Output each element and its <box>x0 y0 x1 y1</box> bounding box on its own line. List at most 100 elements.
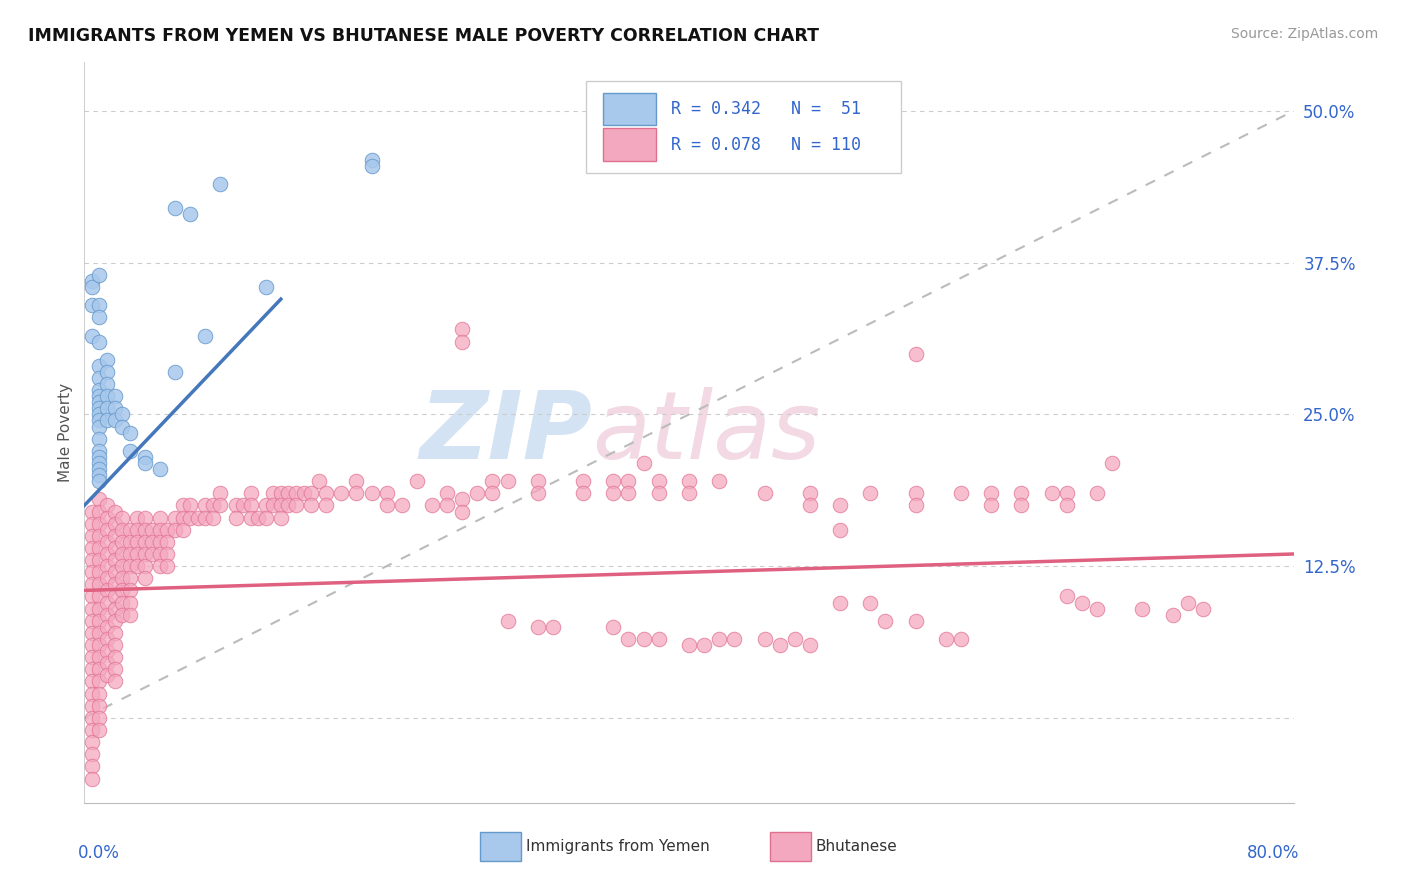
Point <box>96 668 118 682</box>
Point <box>830 523 852 537</box>
Point <box>1040 486 1063 500</box>
Point <box>1011 486 1033 500</box>
Point <box>89 456 111 470</box>
Point <box>80 328 103 343</box>
Point <box>104 553 127 567</box>
Point <box>285 499 308 513</box>
Point <box>346 486 368 500</box>
Point <box>127 523 149 537</box>
Point <box>89 310 111 325</box>
Point <box>1161 607 1184 622</box>
Point <box>201 510 224 524</box>
Point <box>96 632 118 646</box>
Point <box>678 638 700 652</box>
Point <box>89 492 111 507</box>
Point <box>156 559 179 574</box>
Point <box>572 486 595 500</box>
Point <box>134 456 156 470</box>
Point <box>89 662 111 676</box>
Point <box>111 583 134 598</box>
Point <box>80 650 103 665</box>
Point <box>80 516 103 531</box>
Point <box>172 499 194 513</box>
Point <box>141 523 163 537</box>
Point <box>96 377 118 392</box>
Point <box>678 486 700 500</box>
Point <box>96 583 118 598</box>
Point <box>96 607 118 622</box>
Point <box>80 280 103 294</box>
Point <box>156 547 179 561</box>
Point <box>1056 499 1078 513</box>
Point <box>723 632 745 646</box>
Point <box>89 674 111 689</box>
Point <box>709 632 731 646</box>
Point <box>859 595 882 609</box>
Point <box>89 268 111 282</box>
Point <box>406 474 429 488</box>
Point <box>134 571 156 585</box>
Point <box>80 662 103 676</box>
Y-axis label: Male Poverty: Male Poverty <box>58 383 73 483</box>
Point <box>179 499 201 513</box>
Point <box>172 510 194 524</box>
Point <box>104 662 127 676</box>
Point <box>436 486 458 500</box>
Point <box>89 383 111 397</box>
Point <box>80 626 103 640</box>
Point <box>89 359 111 373</box>
Point <box>80 541 103 555</box>
Point <box>104 529 127 543</box>
Point <box>859 486 882 500</box>
Point <box>541 620 564 634</box>
Point <box>89 577 111 591</box>
Point <box>89 432 111 446</box>
Point <box>96 499 118 513</box>
Point <box>451 334 474 349</box>
Point <box>496 614 519 628</box>
Point <box>617 486 640 500</box>
Point <box>96 413 118 427</box>
Point <box>96 620 118 634</box>
Point <box>104 674 127 689</box>
Point <box>80 674 103 689</box>
Point <box>80 747 103 762</box>
Point <box>127 547 149 561</box>
Text: Immigrants from Yemen: Immigrants from Yemen <box>526 839 710 854</box>
Point <box>285 486 308 500</box>
Point <box>830 595 852 609</box>
Point <box>104 577 127 591</box>
Point <box>262 499 284 513</box>
Point <box>633 632 655 646</box>
Point <box>80 529 103 543</box>
Text: IMMIGRANTS FROM YEMEN VS BHUTANESE MALE POVERTY CORRELATION CHART: IMMIGRANTS FROM YEMEN VS BHUTANESE MALE … <box>28 27 820 45</box>
Point <box>602 474 624 488</box>
Point <box>1056 486 1078 500</box>
Point <box>89 474 111 488</box>
Point <box>96 523 118 537</box>
Point <box>89 638 111 652</box>
Point <box>80 711 103 725</box>
Point <box>194 510 217 524</box>
Point <box>111 419 134 434</box>
Text: atlas: atlas <box>592 387 821 478</box>
Point <box>141 534 163 549</box>
Point <box>754 632 776 646</box>
Point <box>89 698 111 713</box>
Point <box>247 510 270 524</box>
Point <box>481 474 503 488</box>
Point <box>239 486 262 500</box>
Point <box>165 523 187 537</box>
Point <box>89 450 111 464</box>
Point <box>156 534 179 549</box>
Point <box>89 614 111 628</box>
Point <box>648 632 671 646</box>
Point <box>165 201 187 215</box>
Point <box>134 523 156 537</box>
Point <box>187 510 209 524</box>
Point <box>134 547 156 561</box>
Point <box>89 468 111 483</box>
Point <box>360 159 382 173</box>
Point <box>299 486 322 500</box>
Point <box>89 395 111 409</box>
